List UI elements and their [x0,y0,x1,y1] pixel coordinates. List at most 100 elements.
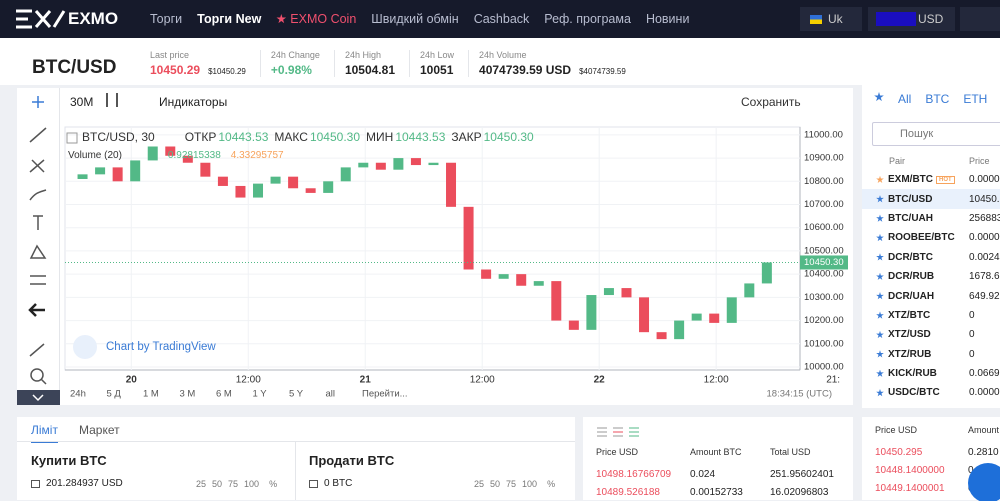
candle-body [182,155,193,163]
save[interactable]: Сохранить [741,95,801,109]
buy-form: Купити BTC 201.284937 USD 25 50 75 100% [31,453,291,489]
pair-row[interactable]: EXM/BTC HOT 0.0000 [862,170,1000,189]
pair-row[interactable]: XTZ/RUB 0 [862,345,1000,364]
candle-body [761,262,772,284]
table-header: Price USD Amount BTC Total USD [583,447,853,465]
pair-row[interactable]: XTZ/BTC 0 [862,306,1000,325]
nav-item[interactable]: EXMO Coin [276,12,356,26]
candle-body [656,332,667,340]
stats: Last price 10450.29 $10450.29 24h Change +0.… [140,50,640,77]
clock: 18:34:15 (UTC) [767,389,832,400]
pair-row[interactable]: USDC/BTC 0.0000 [862,383,1000,402]
nav-item[interactable]: Торги [150,12,183,26]
balance-row: 201.284937 USD 25 50 75 100% [31,478,291,489]
pair-row[interactable]: DCR/UAH 649.92 [862,286,1000,305]
percent-button[interactable]: 50 [490,478,501,489]
pair-name: XTZ/USD [888,329,931,341]
col-header: Price [969,156,990,166]
candle-body [446,162,457,207]
cell: 10489.526188 [596,486,660,498]
range-button[interactable]: 24h [70,389,86,400]
candle-type-icon[interactable] [106,93,118,107]
volume-label: Volume (20) [68,150,122,161]
tab-market[interactable]: Маркет [79,423,120,437]
range-button[interactable]: 3 М [180,389,196,400]
range-button[interactable]: 6 М [216,389,232,400]
percent-button[interactable]: 25 [474,478,485,489]
star-icon [876,292,884,300]
percent-button[interactable]: 100 [244,478,260,489]
stat-label: 24h Change [270,50,320,60]
search-box[interactable]: Пошук [872,122,1000,146]
order-form: Ліміт Маркет Купити BTC 201.284937 USD 25 5… [17,417,575,500]
star-icon [276,14,287,24]
x-tick-label: 21 [360,375,372,386]
legend-key: МАКС [274,130,308,144]
lang-select[interactable]: Uk [800,7,862,31]
pair-price: 0 [969,329,975,341]
pair-tab[interactable]: All [898,92,912,106]
percent-button[interactable]: 50 [212,478,223,489]
percent-button[interactable]: 75 [506,478,517,489]
candle-body [726,297,737,323]
pair-price: 10450. [969,193,1000,205]
favorites[interactable] [874,92,884,102]
pair-tab[interactable]: BTC [925,92,950,106]
pair-row[interactable]: BTC/USD 10450. [862,189,1000,209]
y-tick-label: 10300.00 [804,292,844,303]
percent-button[interactable]: 25 [196,478,207,489]
range-button[interactable]: Перейти... [362,389,408,400]
nav-item[interactable]: Реф. програма [544,12,631,26]
range-button[interactable]: 5 Д [107,389,122,400]
y-tick-label: 10400.00 [804,269,844,280]
pair-row[interactable]: ROOBEE/BTC 0.0000 [862,228,1000,247]
table-row: 10450.295 0.2810 [862,443,1000,461]
pair-row[interactable]: DCR/BTC 0.0024 [862,248,1000,267]
candle-body [200,162,211,177]
nav-item[interactable]: Торги New [197,12,262,26]
chat-button[interactable] [968,463,1000,501]
pair-name: XTZ/RUB [888,348,932,360]
nav-item[interactable]: Швидкий обмін [371,12,459,26]
range-button[interactable]: 5 Y [289,389,304,400]
wallet-button[interactable] [960,7,1000,31]
candle-body [709,313,720,323]
tab-limit[interactable]: Ліміт [31,423,58,443]
x-tick-label: 12:00 [704,375,729,386]
stat: 24h Volume 4074739.59 USD $4074739.59 [468,50,640,77]
percent-button[interactable]: 100 [522,478,538,489]
range-button[interactable]: all [326,389,336,400]
pair-row[interactable]: KICK/RUB 0.0669 [862,364,1000,383]
volume-legend: Volume (20) 0.92815338 4.33295757 [68,150,284,161]
flag [810,14,822,24]
pair-tab[interactable]: ETH [963,92,988,106]
candle-body [516,274,527,286]
balance-row: 0 BTC 25 50 75 100% [309,478,569,489]
volume-value: 4.33295757 [231,150,284,161]
nav-item[interactable]: Cashback [473,12,530,26]
percent-button[interactable]: 75 [228,478,239,489]
redacted [876,12,916,26]
candle-body [217,176,228,186]
pair-row[interactable]: BTC/UAH 256883 [862,209,1000,228]
y-tick-label: 10900.00 [804,153,844,164]
currency-select[interactable]: USD [868,7,955,31]
cell: 251.95602401 [770,468,834,480]
y-tick-label: 10100.00 [804,338,844,349]
interval[interactable]: 30M [70,95,94,109]
indicators[interactable]: Индикаторы [159,95,228,109]
legend-value: 10450.30 [484,130,534,144]
form-title: Продати BTC [309,453,395,468]
symbol: BTC/USD, 30 [82,130,155,144]
tv-logo [73,335,97,359]
x-tick-label: 20 [126,375,138,386]
book-view-icons[interactable] [595,425,643,437]
range-button[interactable]: 1 М [143,389,159,400]
stat-value: 10450.29 [150,63,201,77]
legend-value: 10443.53 [395,130,445,144]
pair-row[interactable]: DCR/RUB 1678.6 [862,267,1000,286]
range-button[interactable]: 1 Y [253,389,268,400]
nav-item[interactable]: Новини [645,12,690,26]
pair-list: EXM/BTC HOT 0.0000 BTC/USD 10450. BTC/UAH 2568… [862,170,1000,403]
pair-row[interactable]: XTZ/USD 0 [862,325,1000,344]
